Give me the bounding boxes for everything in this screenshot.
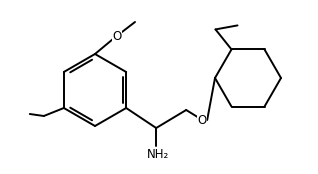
Text: O: O [112, 30, 121, 42]
Text: NH₂: NH₂ [147, 148, 169, 160]
Text: O: O [197, 113, 207, 126]
